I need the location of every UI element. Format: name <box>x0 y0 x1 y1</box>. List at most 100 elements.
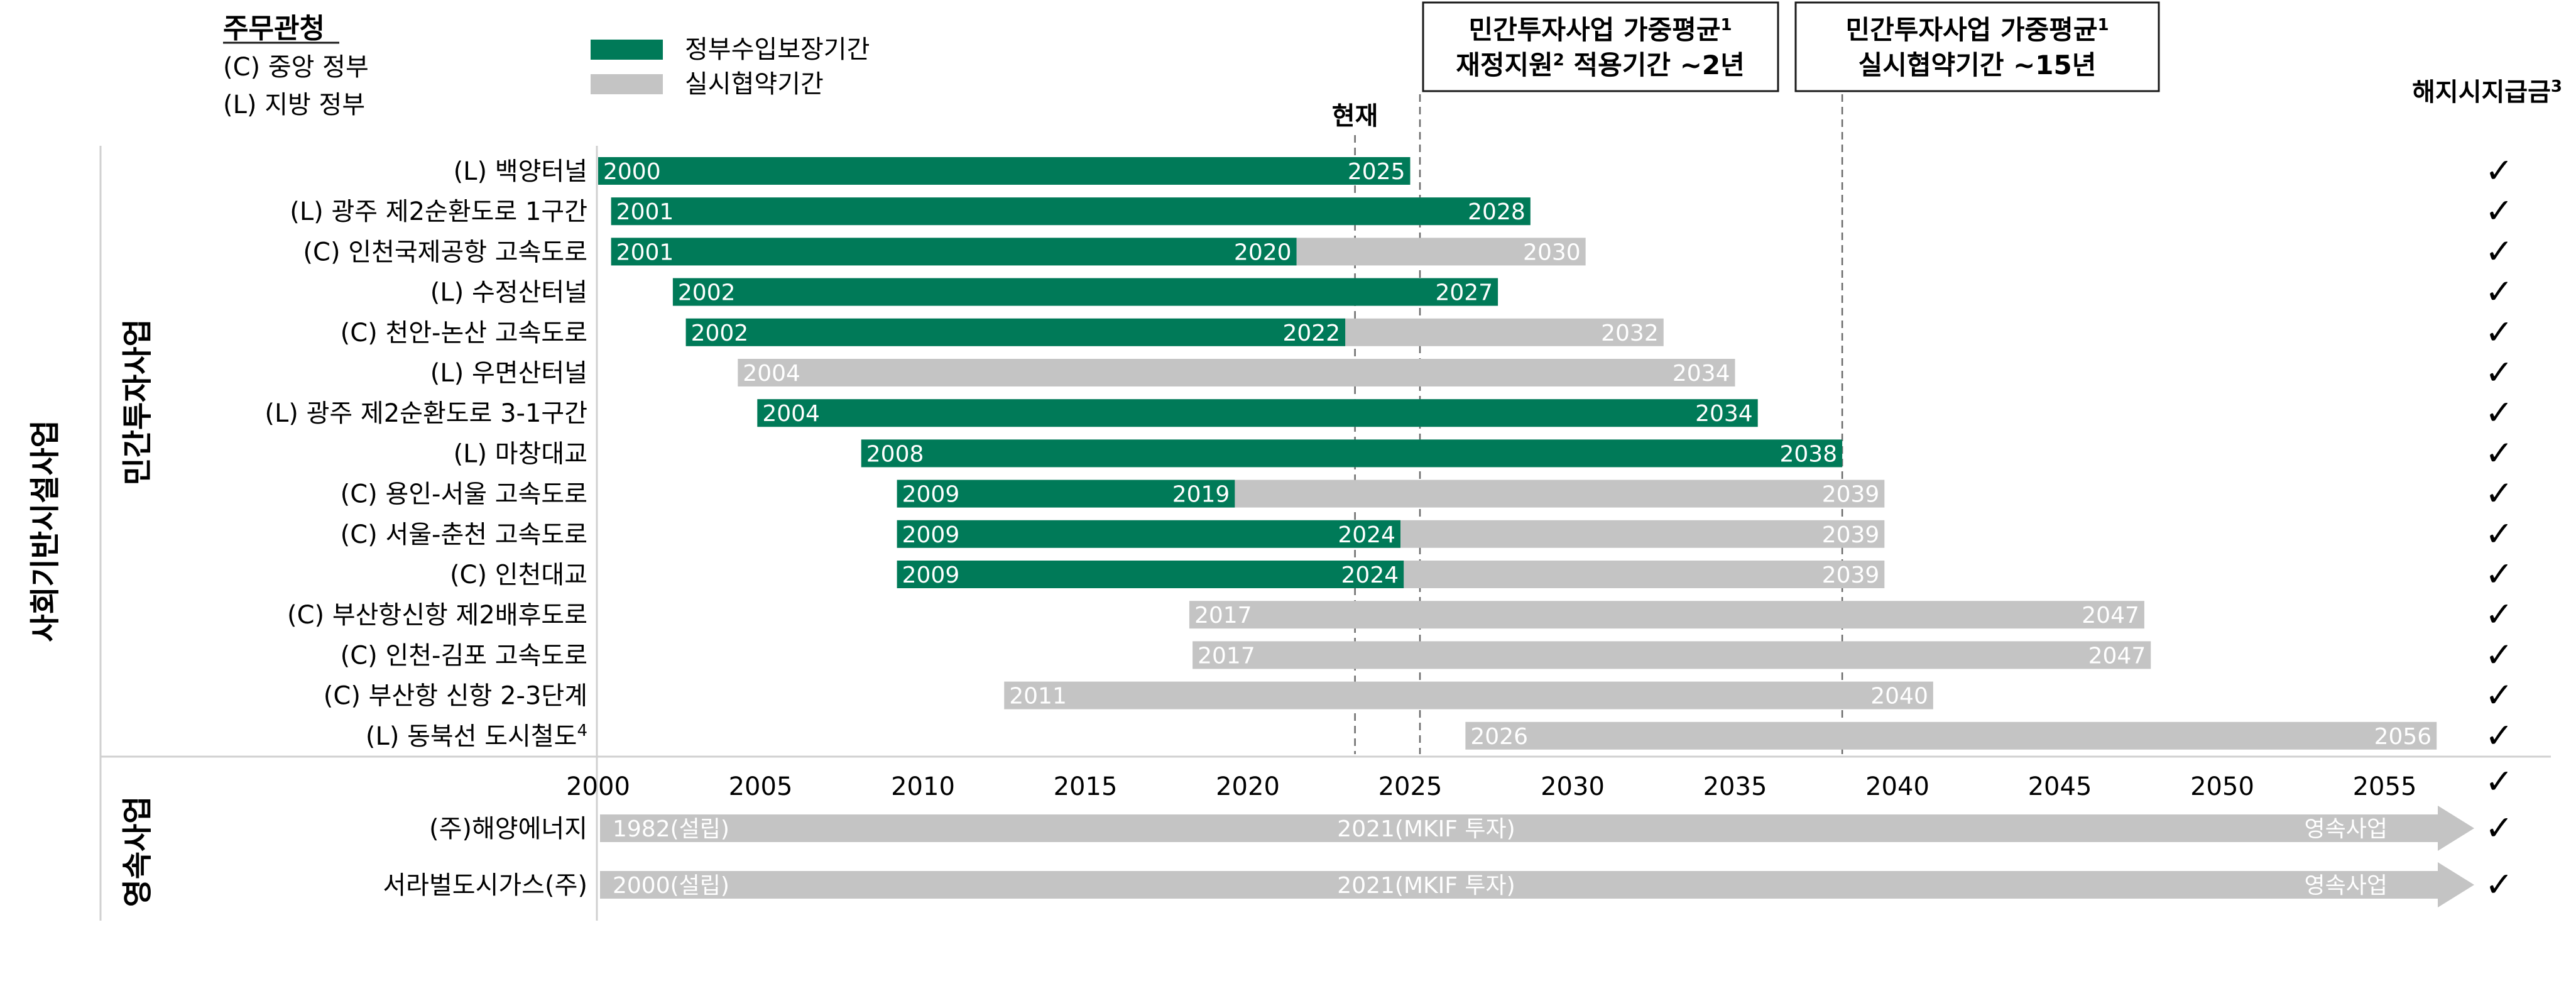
end-label: 2030 <box>1523 239 1581 265</box>
callout-box-concession-period: 민간투자사업 가중평균1 실시협약기간 ~15년 <box>1794 1 2160 92</box>
start-label: 2004 <box>762 401 820 427</box>
project-name: (C) 천안-논산 고속도로 <box>341 319 587 348</box>
series-legend: 정부수입보장기간 실시협약기간 <box>591 35 870 99</box>
x-tick-label: 2050 <box>2190 772 2254 801</box>
x-tick-label: 2055 <box>2353 772 2417 801</box>
project-name: (L) 동북선 도시철도4 <box>366 721 587 751</box>
start-label: 2009 <box>902 562 960 588</box>
x-tick-label: 2010 <box>891 772 955 801</box>
project-name: (C) 부산항 신항 2-3단계 <box>324 682 587 711</box>
end-label: 2039 <box>1822 482 1880 508</box>
legend-label-concession: 실시협약기간 <box>685 70 824 99</box>
guarantee-bar <box>757 399 1758 427</box>
project-name: (C) 용인-서울 고속도로 <box>341 480 587 509</box>
project-name: (L) 수정산터널 <box>430 278 587 307</box>
end-label: 2047 <box>2082 603 2139 628</box>
guarantee-bar <box>685 318 1346 346</box>
check-mark: ✓ <box>2485 514 2513 554</box>
callout1-line2: 재정지원2 적용기간 ~2년 <box>1456 50 1745 80</box>
perpetual-name: 서라벌도시가스(주) <box>383 871 587 900</box>
check-mark: ✓ <box>2485 762 2513 801</box>
legend-swatch-concession <box>591 74 663 94</box>
termination-header: 해지시지급금3 <box>2412 77 2562 107</box>
end-label: 2047 <box>2088 643 2146 669</box>
concession-bar <box>1004 681 1933 709</box>
guarantee-end-label: 2028 <box>1468 199 1525 225</box>
x-tick-label: 2020 <box>1216 772 1280 801</box>
perpetual-rows: (주)해양에너지 1982(설립) 2021(MKIF 투자) 영속사업 ✓서라벌도시가… <box>383 806 2513 907</box>
guarantee-end-label: 2025 <box>1348 159 1405 185</box>
callout1-line1: 민간투자사업 가중평균1 <box>1468 14 1732 45</box>
group-label-perpetual: 영속사업 <box>120 796 155 907</box>
guarantee-bar <box>672 278 1498 306</box>
now-label: 현재 <box>1332 102 1378 131</box>
check-mark: ✓ <box>2485 635 2513 674</box>
guarantee-bar <box>598 157 1411 185</box>
project-row: (C) 인천-김포 고속도로 2017 2047 ✓ <box>341 635 2514 674</box>
perpetual-mid-label: 2021(MKIF 투자) <box>1337 816 1515 842</box>
project-name: (C) 서울-춘천 고속도로 <box>341 520 587 549</box>
x-tick-label: 2045 <box>2028 772 2092 801</box>
check-mark: ✓ <box>2485 191 2513 231</box>
end-label: 2032 <box>1601 320 1659 346</box>
authority-legend-central: (C) 중앙 정부 <box>223 53 369 82</box>
concession-bar <box>738 359 1735 386</box>
check-mark: ✓ <box>2485 716 2513 755</box>
start-label: 2000 <box>603 159 661 185</box>
project-name: (C) 인천국제공항 고속도로 <box>303 238 587 266</box>
guarantee-end-label: 2022 <box>1282 320 1340 346</box>
project-row: (L) 백양터널 2025 2000 ✓ <box>454 151 2514 190</box>
project-row: (C) 용인-서울 고속도로 2019 2009 2039 ✓ <box>341 474 2514 513</box>
project-row: (L) 수정산터널 2027 2002 ✓ <box>430 272 2513 312</box>
concession-bar <box>1192 641 2151 669</box>
start-label: 2011 <box>1009 684 1067 709</box>
check-mark: ✓ <box>2485 676 2513 715</box>
guarantee-bar <box>611 238 1297 266</box>
start-label: 2002 <box>691 320 749 346</box>
end-label: 2040 <box>1870 684 1928 709</box>
end-label: 2039 <box>1822 522 1880 548</box>
start-label: 2004 <box>743 361 800 386</box>
project-name: (L) 광주 제2순환도로 1구간 <box>290 197 587 226</box>
authority-legend: 주무관청 (C) 중앙 정부 (L) 지방 정부 <box>223 13 369 119</box>
project-row: (L) 마창대교 2038 2008 ✓ <box>454 433 2514 473</box>
check-mark: ✓ <box>2485 231 2513 271</box>
project-row: (C) 서울-춘천 고속도로 2024 2009 2039 ✓ <box>341 514 2514 554</box>
guarantee-bar <box>897 561 1404 588</box>
perpetual-mid-label: 2021(MKIF 투자) <box>1337 873 1515 899</box>
concession-bar <box>1465 721 2437 750</box>
perpetual-start-label: 1982(설립) <box>613 816 729 842</box>
project-row: (L) 광주 제2순환도로 3-1구간 2034 2004 ✓ <box>265 393 2513 432</box>
callout2-line2: 실시협약기간 ~15년 <box>1858 50 2097 80</box>
guarantee-bar <box>611 197 1531 226</box>
start-label: 2017 <box>1198 643 1255 669</box>
project-name: (L) 마창대교 <box>454 439 587 468</box>
guarantee-bar <box>897 479 1235 508</box>
start-label: 2001 <box>616 239 674 265</box>
guarantee-end-label: 2024 <box>1338 522 1395 548</box>
x-tick-label: 2040 <box>1865 772 1929 801</box>
project-name: (C) 인천-김포 고속도로 <box>341 641 587 670</box>
project-row: (C) 인천국제공항 고속도로 2020 2001 2030 ✓ <box>303 231 2513 271</box>
check-mark: ✓ <box>2485 433 2513 473</box>
project-name: (L) 우면산터널 <box>430 359 587 388</box>
guarantee-end-label: 2038 <box>1779 441 1837 467</box>
check-mark: ✓ <box>2485 474 2513 513</box>
check-mark: ✓ <box>2485 353 2513 392</box>
guarantee-end-label: 2020 <box>1234 239 1292 265</box>
x-tick-label: 2025 <box>1378 772 1443 801</box>
x-tick-label: 2005 <box>729 772 793 801</box>
perpetual-start-label: 2000(설립) <box>613 873 729 899</box>
group-label-outer: 사회기반시설사업 <box>28 420 63 642</box>
project-row: (C) 부산항신항 제2배후도로 2017 2047 ✓ <box>287 594 2513 634</box>
guarantee-end-label: 2019 <box>1172 482 1230 508</box>
check-mark: ✓ <box>2485 272 2513 312</box>
check-mark: ✓ <box>2485 594 2513 634</box>
x-tick-label: 2035 <box>1703 772 1767 801</box>
legend-label-guarantee: 정부수입보장기간 <box>685 35 870 64</box>
project-bars: (L) 백양터널 2025 2000 ✓ (L) 광주 제2순환도로 1구간 2028 20… <box>265 151 2513 755</box>
project-row: (L) 우면산터널 2004 2034 ✓ <box>430 353 2513 392</box>
guarantee-bar <box>897 520 1400 548</box>
x-tick-label: 2015 <box>1054 772 1118 801</box>
